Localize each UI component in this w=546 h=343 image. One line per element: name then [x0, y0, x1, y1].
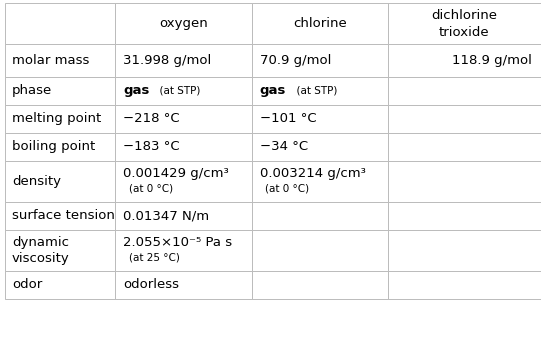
Text: (at STP): (at STP) [153, 86, 201, 96]
Text: 0.01347 N/m: 0.01347 N/m [123, 209, 210, 222]
Text: dichlorine
trioxide: dichlorine trioxide [431, 9, 497, 39]
Text: surface tension: surface tension [12, 209, 115, 222]
Text: chlorine: chlorine [293, 17, 347, 31]
Bar [388, 45, 541, 77]
Text: 0.003214 g/cm³: 0.003214 g/cm³ [260, 167, 366, 180]
Bar [5, 271, 115, 298]
Text: oxygen: oxygen [159, 17, 207, 31]
Bar [388, 230, 541, 271]
Text: molar mass: molar mass [12, 54, 90, 67]
Text: −218 °C: −218 °C [123, 113, 180, 126]
Text: gas: gas [123, 84, 150, 97]
Text: odor: odor [12, 278, 42, 291]
Bar [115, 3, 252, 45]
Bar [252, 230, 388, 271]
Bar [252, 161, 388, 202]
Bar [252, 3, 388, 45]
Bar [115, 45, 252, 77]
Text: −34 °C: −34 °C [260, 140, 308, 153]
Bar [388, 161, 541, 202]
Bar [5, 105, 115, 133]
Text: gas: gas [260, 84, 286, 97]
Bar [5, 230, 115, 271]
Text: (at STP): (at STP) [290, 86, 337, 96]
Text: (at 25 °C): (at 25 °C) [129, 252, 180, 262]
Text: (at 0 °C): (at 0 °C) [129, 184, 173, 194]
Bar [388, 271, 541, 298]
Bar [115, 77, 252, 105]
Bar [115, 133, 252, 161]
Bar [252, 45, 388, 77]
Bar [252, 202, 388, 230]
Text: 0.001429 g/cm³: 0.001429 g/cm³ [123, 167, 229, 180]
Text: 118.9 g/mol: 118.9 g/mol [452, 54, 531, 67]
Text: density: density [12, 175, 61, 188]
Bar [5, 133, 115, 161]
Bar [5, 3, 115, 45]
Bar [252, 133, 388, 161]
Bar [388, 202, 541, 230]
Bar [5, 161, 115, 202]
Text: 2.055×10⁻⁵ Pa s: 2.055×10⁻⁵ Pa s [123, 236, 233, 249]
Bar [5, 77, 115, 105]
Text: phase: phase [12, 84, 52, 97]
Text: dynamic
viscosity: dynamic viscosity [12, 236, 70, 265]
Bar [115, 230, 252, 271]
Text: 70.9 g/mol: 70.9 g/mol [260, 54, 331, 67]
Bar [252, 77, 388, 105]
Bar [5, 202, 115, 230]
Text: (at 0 °C): (at 0 °C) [265, 184, 310, 194]
Bar [115, 105, 252, 133]
Bar [115, 161, 252, 202]
Bar [252, 271, 388, 298]
Text: −183 °C: −183 °C [123, 140, 180, 153]
Text: 31.998 g/mol: 31.998 g/mol [123, 54, 212, 67]
Bar [252, 105, 388, 133]
Text: −101 °C: −101 °C [260, 113, 317, 126]
Bar [388, 133, 541, 161]
Bar [388, 77, 541, 105]
Bar [5, 45, 115, 77]
Bar [115, 271, 252, 298]
Bar [388, 105, 541, 133]
Bar [388, 3, 541, 45]
Text: boiling point: boiling point [12, 140, 96, 153]
Text: melting point: melting point [12, 113, 102, 126]
Text: odorless: odorless [123, 278, 179, 291]
Bar [115, 202, 252, 230]
